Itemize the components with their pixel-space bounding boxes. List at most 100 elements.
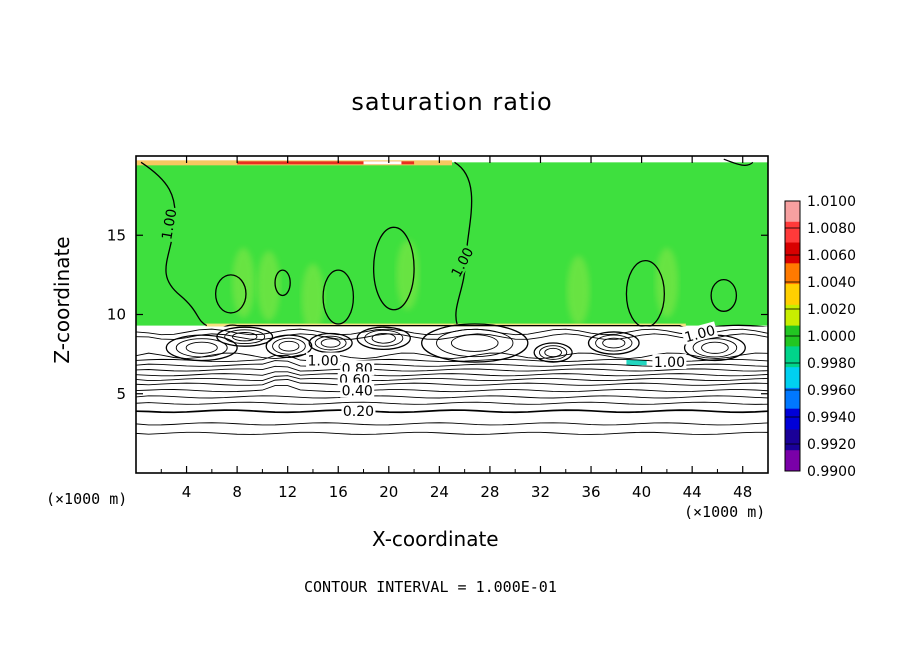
- y-tick-label: 5: [116, 385, 126, 403]
- contour-layer: [136, 422, 768, 426]
- x-tick-label: 4: [182, 483, 192, 501]
- contour-dry-lens: [539, 345, 568, 360]
- x-tick-label: 36: [581, 483, 600, 501]
- contour-wave: [136, 328, 768, 336]
- colorbar-label: 0.9940: [807, 410, 856, 426]
- moisture-streak: [655, 247, 679, 318]
- contour-layer: [136, 401, 768, 405]
- colorbar-swatch: [785, 201, 800, 223]
- contour-label-bg: [681, 321, 718, 345]
- contour-layer: [136, 379, 768, 386]
- contour-top-right: [723, 158, 754, 166]
- colorbar-swatch: [785, 221, 800, 244]
- contour-label-group: 1.00: [652, 354, 687, 371]
- contour-layer: [136, 385, 768, 393]
- contour-bubble: [274, 269, 291, 297]
- colorbar-swatch: [785, 242, 800, 264]
- contour-label: 1.00: [683, 323, 717, 347]
- x-tick-label: 16: [329, 483, 348, 501]
- y-tick-label: 10: [107, 306, 126, 324]
- contour-label-bg: [652, 354, 687, 370]
- contour-dry-lens: [602, 337, 626, 349]
- x-tick-label: 12: [278, 483, 297, 501]
- x-tick-label: 48: [733, 483, 752, 501]
- contour-bubble: [710, 278, 738, 312]
- contour-dry-lens: [185, 341, 218, 354]
- colorbar-label: 1.0000: [807, 329, 856, 345]
- colorbar-swatch: [785, 263, 800, 285]
- x-tick-label: 40: [632, 483, 651, 501]
- contour-layer: [136, 395, 768, 399]
- contour-label-group: 1.00: [158, 206, 180, 243]
- colorbar-swatch: [785, 408, 800, 430]
- colorbar-label: 1.0080: [807, 221, 856, 237]
- top-supersat-white: [363, 161, 402, 165]
- contour-label: 0.20: [343, 404, 374, 420]
- contour-label: 1.00: [654, 355, 685, 371]
- x-unit-left: (×1000 m): [46, 490, 128, 508]
- x-tick-label: 44: [683, 483, 702, 501]
- chart-title: saturation ratio: [351, 88, 553, 116]
- contour-label-bg: [306, 352, 341, 368]
- y-ticks: 5 10 15: [107, 226, 768, 403]
- contour-dry-lens: [701, 341, 729, 354]
- contour-layer: [136, 431, 768, 435]
- contour-dry-lens: [278, 340, 300, 352]
- saturation-field: [136, 160, 768, 366]
- colorbar-swatch: [785, 284, 800, 306]
- colorbar: 1.0100 1.0080 1.0060 1.0040 1.0020 1.0000 0.99…: [784, 194, 856, 480]
- colorbar-label: 1.0020: [807, 302, 856, 318]
- contour-dry-lens: [320, 338, 341, 348]
- contour-dry-lens: [314, 335, 347, 351]
- x-axis-label: X-coordinate: [372, 527, 499, 551]
- contour-dry-lens: [364, 329, 404, 347]
- contour-bubble: [372, 226, 415, 311]
- contour-label-group: 0.20: [341, 403, 376, 420]
- contour-layer: [136, 365, 768, 372]
- contour-layer: [136, 371, 768, 377]
- moisture-streak: [257, 251, 281, 321]
- contour-label-group: 0.40: [340, 382, 375, 400]
- contour-dry-lens: [587, 331, 640, 355]
- top-supersat-core: [237, 161, 415, 165]
- contour-wave: [136, 333, 768, 340]
- colorbar-swatch: [785, 304, 800, 327]
- contour-dry-lens: [533, 342, 573, 363]
- x-tick-label: 20: [379, 483, 398, 501]
- moisture-streak: [301, 263, 325, 334]
- contour-labels: 1.001.001.00 0.800.600.400.201.001.00: [158, 206, 718, 420]
- contour-label-bg: [447, 243, 477, 281]
- colorbar-swatch: [785, 367, 800, 389]
- x-ticks: 4 8 12 16 20 24 28 32 36 40 44 48: [160, 156, 752, 501]
- contour-dry-lens: [692, 338, 738, 358]
- contour-layer: [136, 375, 768, 382]
- colorbar-label: 1.0040: [807, 275, 856, 291]
- colorbar-label: 0.9920: [807, 437, 856, 453]
- contour-label-bg: [341, 403, 376, 419]
- y-tick-label: 15: [107, 226, 126, 244]
- colorbar-swatch: [785, 346, 800, 368]
- contour-label: 0.40: [342, 384, 373, 400]
- colorbar-swatch: [785, 450, 800, 472]
- contour-label-group: 1.00: [306, 352, 341, 369]
- contour-left: [140, 161, 208, 327]
- colorbar-label: 1.0060: [807, 248, 856, 264]
- contour-dry-lens: [272, 337, 306, 355]
- contour-bubble: [322, 269, 355, 325]
- colorbar-label: 0.9980: [807, 356, 856, 372]
- x-tick-label: 28: [480, 483, 499, 501]
- contour-label-group: 1.00: [681, 321, 718, 346]
- contour-layer: [136, 409, 768, 414]
- contour-dry-lens: [595, 334, 633, 352]
- contour-dry-lens: [544, 347, 562, 358]
- colorbar-swatch: [785, 387, 800, 410]
- colorbar-label: 0.9960: [807, 383, 856, 399]
- colorbar-swatch: [785, 429, 800, 451]
- x-tick-label: 8: [232, 483, 242, 501]
- contour-dry-lens: [232, 332, 258, 342]
- colorbar-label: 1.0100: [807, 194, 856, 210]
- subsat-patch: [626, 355, 647, 366]
- contour-bubble: [214, 274, 247, 314]
- contour-label: 1.00: [159, 208, 180, 241]
